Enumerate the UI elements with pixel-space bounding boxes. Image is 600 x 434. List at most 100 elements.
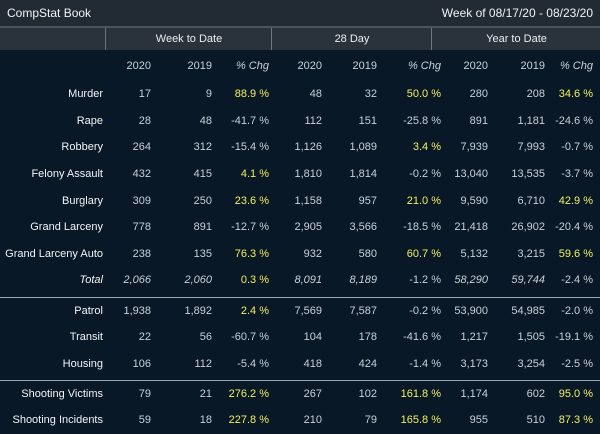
pct-change-cell: 88.9 %: [234, 88, 269, 101]
pct-change-cell: -0.2 %: [409, 304, 441, 317]
value-cell: 21,418: [454, 221, 488, 234]
value-cell: 28: [138, 114, 151, 127]
value-cell: 151: [358, 114, 377, 127]
value-cell: 264: [132, 141, 151, 154]
column-header: % Chg: [559, 59, 593, 72]
divider-cell: [488, 377, 545, 381]
divider-cell: [103, 293, 151, 298]
pct-change-cell: -25.8 %: [403, 114, 441, 127]
value-cell: 1,810: [294, 168, 322, 181]
column-header: 2019: [352, 59, 377, 72]
pct-change-cell: -0.7 %: [561, 141, 593, 154]
column-header-row: 2020 2019 % Chg 2020 2019 % Chg 2020 201…: [0, 50, 600, 81]
value-cell: 2,066: [123, 274, 151, 287]
pct-change-cell: -15.4 %: [231, 141, 269, 154]
pct-change-cell: 4.1 %: [240, 168, 269, 181]
value-cell: 1,814: [349, 168, 377, 181]
table-row: Felony Assault 432 415 4.1 % 1,810 1,814 -0.2 …: [0, 161, 600, 188]
value-cell: 210: [303, 414, 322, 427]
value-cell: 267: [303, 387, 322, 400]
value-cell: 415: [193, 168, 212, 181]
row-label: Robbery: [61, 141, 103, 154]
table-body: 2020 2019 % Chg 2020 2019 % Chg 2020 201…: [0, 50, 600, 434]
divider-cell: [322, 293, 377, 298]
value-cell: 112: [304, 114, 322, 127]
value-cell: 2,905: [294, 221, 322, 234]
pct-change-cell: 50.0 %: [406, 88, 441, 101]
divider-cell: [377, 293, 441, 298]
pct-change-cell: -12.7 %: [231, 221, 269, 234]
value-cell: 891: [469, 114, 488, 127]
table-row: Burglary 309 250 23.6 % 1,158 957 21.0 % 9,590 6…: [0, 187, 600, 214]
pct-change-cell: -24.6 %: [555, 114, 593, 127]
divider-cell: [441, 377, 488, 381]
value-cell: 135: [193, 247, 212, 260]
value-cell: 3,173: [460, 357, 488, 370]
value-cell: 13,040: [454, 168, 488, 181]
value-cell: 21: [199, 387, 212, 400]
value-cell: 7,939: [460, 141, 488, 154]
table-row: Transit 22 56 -60.7 % 104 178 -41.6 % 1,217 1,50…: [0, 324, 600, 351]
divider-cell: [545, 377, 600, 381]
column-header: 2019: [187, 59, 212, 72]
divider-cell: [377, 377, 441, 381]
table-row: Shooting Victims 79 21 276.2 % 267 102 161.8 %…: [0, 381, 600, 408]
value-cell: 104: [303, 331, 322, 344]
value-cell: 106: [132, 357, 151, 370]
pct-change-cell: 95.0 %: [558, 387, 593, 400]
value-cell: 602: [526, 387, 545, 400]
value-cell: 22: [138, 331, 151, 344]
value-cell: 510: [526, 414, 545, 427]
value-cell: 48: [309, 88, 322, 101]
pct-change-cell: -19.1 %: [555, 331, 593, 344]
row-label: Transit: [69, 331, 103, 344]
value-cell: 1,217: [460, 331, 488, 344]
table-row: Rape 28 48 -41.7 % 112 151 -25.8 % 891 1,181 -24.…: [0, 108, 600, 135]
title-bar: CompStat Book Week of 08/17/20 - 08/23/2…: [0, 0, 600, 28]
value-cell: 250: [193, 194, 212, 207]
pct-change-cell: 59.6 %: [558, 247, 593, 260]
pct-change-cell: -60.7 %: [231, 331, 269, 344]
column-header: % Chg: [407, 59, 441, 72]
value-cell: 1,938: [123, 304, 151, 317]
pct-change-cell: -2.4 %: [561, 274, 593, 287]
value-cell: 7,993: [517, 141, 545, 154]
pct-change-cell: -1.4 %: [409, 357, 441, 370]
column-header: 2020: [463, 59, 488, 72]
divider-cell: [322, 377, 377, 381]
table-row: Grand Larceny 778 891 -12.7 % 2,905 3,566 -18.…: [0, 214, 600, 241]
column-header: % Chg: [235, 59, 269, 72]
value-cell: 8,091: [294, 274, 322, 287]
value-cell: 48: [199, 114, 212, 127]
row-label: Rape: [76, 114, 103, 127]
column-header: 2020: [126, 59, 151, 72]
pct-change-cell: 165.8 %: [400, 414, 441, 427]
value-cell: 238: [132, 247, 151, 260]
divider-cell: [212, 293, 269, 298]
pct-change-cell: 227.8 %: [228, 414, 269, 427]
pct-change-cell: -20.4 %: [555, 221, 593, 234]
group-header-bar: Week to Date 28 Day Year to Date: [0, 28, 600, 50]
week-range: Week of 08/17/20 - 08/23/20: [441, 6, 593, 20]
pct-change-cell: 161.8 %: [400, 387, 441, 400]
value-cell: 18: [199, 414, 212, 427]
row-label: Shooting Incidents: [12, 414, 103, 427]
table-row: Total 2,066 2,060 0.3 % 8,091 8,189 -1.2 % 58,2…: [0, 267, 600, 294]
value-cell: 13,535: [511, 168, 545, 181]
row-label: Felony Assault: [31, 168, 103, 181]
value-cell: 424: [358, 357, 377, 370]
pct-change-cell: -2.5 %: [561, 357, 593, 370]
pct-change-cell: 21.0 %: [406, 194, 441, 207]
section-divider: [0, 293, 600, 298]
group-28-day: 28 Day: [271, 28, 432, 50]
value-cell: 26,902: [511, 221, 545, 234]
value-cell: 102: [358, 387, 377, 400]
value-cell: 58,290: [454, 274, 488, 287]
value-cell: 1,505: [517, 331, 545, 344]
row-label: Patrol: [74, 304, 103, 317]
group-week-to-date: Week to Date: [105, 28, 272, 50]
value-cell: 955: [469, 414, 488, 427]
value-cell: 3,566: [349, 221, 377, 234]
divider-cell: [545, 293, 600, 298]
app-title: CompStat Book: [7, 6, 92, 20]
